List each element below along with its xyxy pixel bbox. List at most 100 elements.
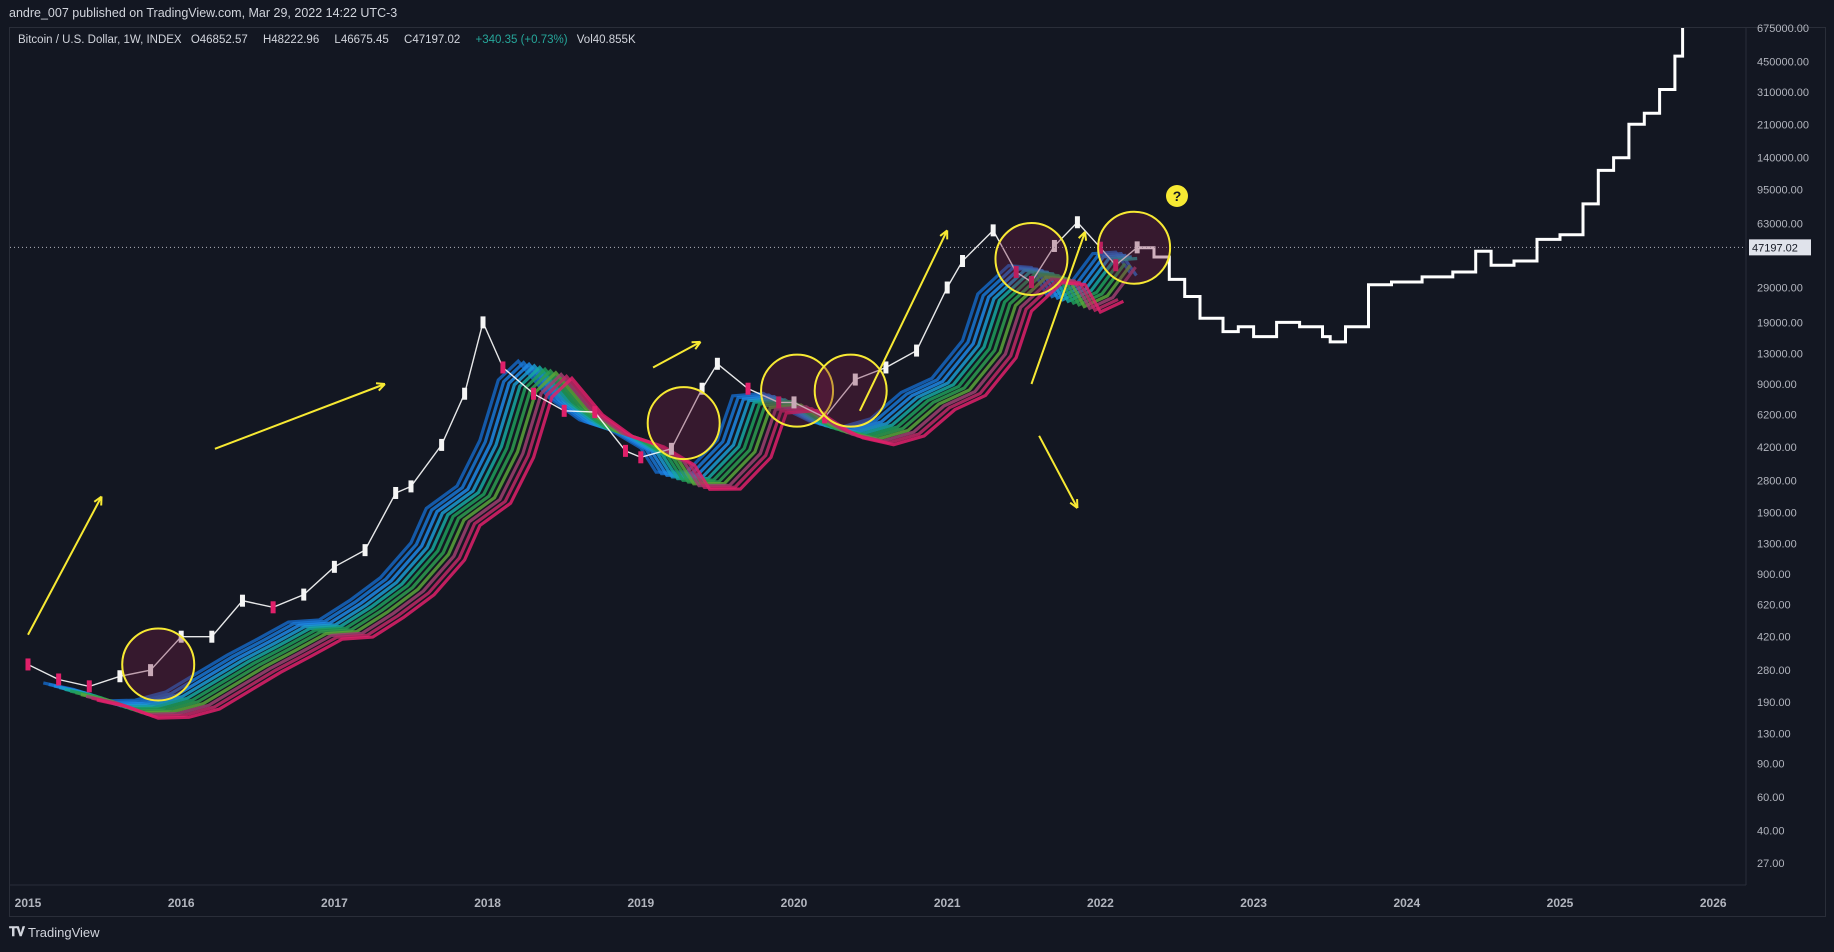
x-tick-label: 2021 — [934, 896, 961, 910]
price-candle — [1074, 216, 1080, 229]
footer-brand[interactable]: 𝐓𝐕 TradingView — [9, 924, 100, 940]
legend-open: 46852.57 — [199, 34, 248, 46]
y-tick-label: 19000.00 — [1757, 317, 1803, 329]
price-candle — [462, 387, 468, 400]
price-candle — [776, 396, 782, 409]
trend-arrow — [1030, 231, 1087, 385]
highlight-circle — [813, 353, 888, 428]
price-candle — [1028, 276, 1034, 289]
x-tick-label: 2026 — [1700, 896, 1727, 910]
trend-arrow — [214, 383, 386, 450]
question-icon — [1166, 184, 1188, 207]
price-candle — [408, 480, 414, 493]
trend-arrow-head — [93, 495, 103, 506]
trend-arrow — [652, 341, 702, 369]
legend-high: 48222.96 — [271, 34, 320, 46]
price-candle — [699, 382, 705, 395]
y-tick-label: 130.00 — [1757, 728, 1791, 740]
y-tick-label: 210000.00 — [1757, 119, 1809, 131]
price-candle — [745, 382, 751, 395]
price-candle — [822, 411, 828, 424]
legend-close: 47197.02 — [412, 34, 461, 46]
x-tick-label: 2024 — [1393, 896, 1420, 910]
y-tick-label: 27.00 — [1757, 858, 1785, 870]
price-candle — [1051, 239, 1057, 252]
price-candle — [270, 601, 276, 614]
tradingview-logo-icon: 𝐓𝐕 — [9, 924, 25, 939]
y-tick-label: 90.00 — [1757, 759, 1785, 771]
ribbon-band — [59, 255, 1132, 708]
y-tick-label: 450000.00 — [1757, 56, 1809, 68]
y-tick-label: 310000.00 — [1757, 87, 1809, 99]
price-candle — [439, 438, 445, 451]
question-icon-glyph: ? — [1173, 188, 1182, 204]
trend-arrow-head — [1077, 231, 1088, 241]
ribbon-band — [69, 260, 1121, 711]
x-tick-label: 2025 — [1547, 896, 1574, 910]
chart-frame — [9, 27, 1826, 917]
y-tick-label: 420.00 — [1757, 632, 1791, 644]
price-candle — [883, 361, 889, 374]
y-tick-label: 2800.00 — [1757, 475, 1797, 487]
trend-arrow — [1038, 435, 1079, 509]
trend-arrow-head — [375, 382, 386, 392]
trend-arrow-head — [1069, 498, 1079, 509]
legend-symbol[interactable]: Bitcoin / U.S. Dollar, 1W, INDEX — [18, 34, 182, 46]
price-candle — [561, 404, 567, 417]
price-candle — [239, 594, 245, 607]
y-tick-label: 60.00 — [1757, 792, 1785, 804]
price-candle — [638, 451, 644, 464]
x-tick-label: 2017 — [321, 896, 348, 910]
x-tick-label: 2016 — [168, 896, 195, 910]
price-candle — [331, 560, 337, 573]
price-candle — [209, 630, 215, 643]
price-candle — [393, 486, 399, 499]
price-candle — [1097, 241, 1103, 254]
y-tick-label: 13000.00 — [1757, 349, 1803, 361]
legend-change: +340.35 (+0.73%) — [475, 34, 568, 46]
y-tick-label: 620.00 — [1757, 600, 1791, 612]
y-tick-label: 40.00 — [1757, 826, 1785, 838]
trend-arrow — [858, 229, 949, 412]
y-tick-label: 1300.00 — [1757, 539, 1797, 551]
y-tick-label: 63000.00 — [1757, 219, 1803, 231]
x-tick-label: 2022 — [1087, 896, 1114, 910]
price-candle — [791, 396, 797, 409]
x-tick-label: 2019 — [627, 896, 654, 910]
price-candle — [500, 361, 506, 374]
legend-close-label: C — [404, 34, 413, 46]
y-tick-label: 675000.00 — [1757, 23, 1809, 35]
ribbon-band — [80, 264, 1132, 715]
y-tick-label: 4200.00 — [1757, 442, 1797, 454]
legend-open-label: O — [190, 34, 200, 46]
highlight-circle — [760, 353, 835, 428]
projection-series — [1137, 28, 1685, 344]
ribbon-band — [64, 256, 1138, 710]
ribbon-band — [75, 262, 1127, 713]
price-series — [27, 221, 1138, 688]
ribbon-band — [96, 281, 1125, 720]
price-candle — [944, 281, 950, 294]
price-candle — [622, 444, 628, 457]
price-candle — [990, 224, 996, 237]
price-candle — [25, 658, 31, 671]
price-candle — [117, 670, 123, 683]
price-candle — [301, 588, 307, 601]
footer-brand-label: TradingView — [28, 924, 100, 940]
legend-low-label: L — [334, 34, 341, 46]
trend-arrow-head — [691, 340, 702, 350]
x-tick-label: 2023 — [1240, 896, 1267, 910]
y-tick-label: 1900.00 — [1757, 507, 1797, 519]
trend-arrow-head — [939, 229, 949, 240]
y-tick-label: 6200.00 — [1757, 410, 1797, 422]
legend-vol-label: Vol — [576, 34, 593, 46]
price-candle — [592, 406, 598, 419]
price-candle — [914, 344, 920, 357]
price-candle — [148, 664, 154, 677]
legend-low: 46675.45 — [340, 34, 389, 46]
price-candle — [960, 255, 966, 268]
price-candle — [56, 673, 62, 686]
price-candle — [86, 680, 92, 693]
y-tick-label: 9000.00 — [1757, 379, 1797, 391]
